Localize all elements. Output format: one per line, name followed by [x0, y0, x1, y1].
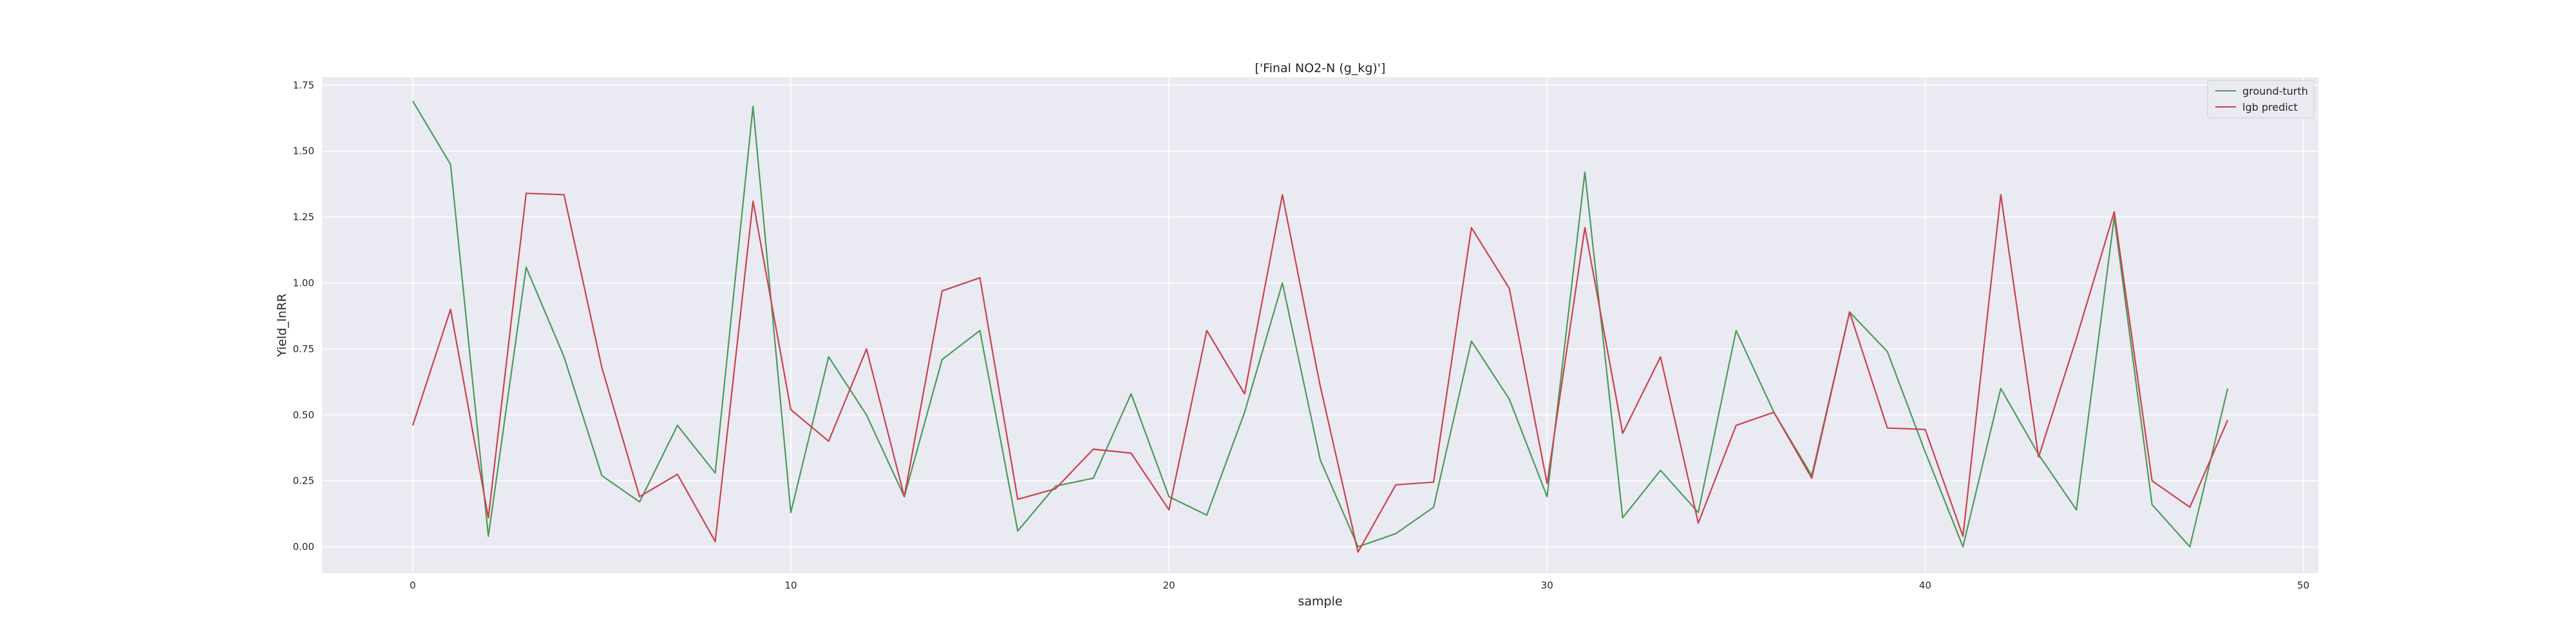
legend-label-ground-turth: ground-turth [2242, 85, 2308, 97]
chart-title: ['Final NO2-N (g_kg)'] [1255, 61, 1386, 75]
grid-lines [322, 77, 2318, 573]
y-tick-label: 0.00 [293, 541, 314, 553]
x-tick-label: 0 [410, 580, 416, 591]
legend-label-lgb-predict: lgb predict [2242, 101, 2298, 113]
series-lines [412, 100, 2229, 553]
x-axis-title: sample [1298, 594, 1342, 609]
x-tick-label: 10 [784, 580, 797, 591]
y-tick-label: 1.75 [293, 79, 314, 91]
x-tick-labels: 0 10 20 30 40 50 [410, 580, 2309, 591]
series-line-lgb-predict [412, 193, 2229, 553]
x-tick-label: 40 [1919, 580, 1931, 591]
y-tick-label: 1.50 [293, 146, 314, 157]
y-axis-title: Yield_lnRR [275, 294, 289, 357]
y-tick-label: 1.25 [293, 211, 314, 223]
legend: ground-turth lgb predict [2207, 80, 2315, 118]
y-tick-label: 0.50 [293, 409, 314, 421]
x-tick-label: 20 [1163, 580, 1175, 591]
y-tick-labels: 0.00 0.25 0.50 0.75 1.00 1.25 1.50 1.75 [293, 79, 314, 553]
x-tick-label: 50 [2297, 580, 2309, 591]
series-line-ground-turth [412, 100, 2229, 548]
legend-box [2207, 80, 2315, 118]
y-tick-label: 0.75 [293, 343, 314, 355]
x-tick-label: 30 [1541, 580, 1553, 591]
y-tick-label: 0.25 [293, 475, 314, 487]
y-tick-label: 1.00 [293, 277, 314, 289]
